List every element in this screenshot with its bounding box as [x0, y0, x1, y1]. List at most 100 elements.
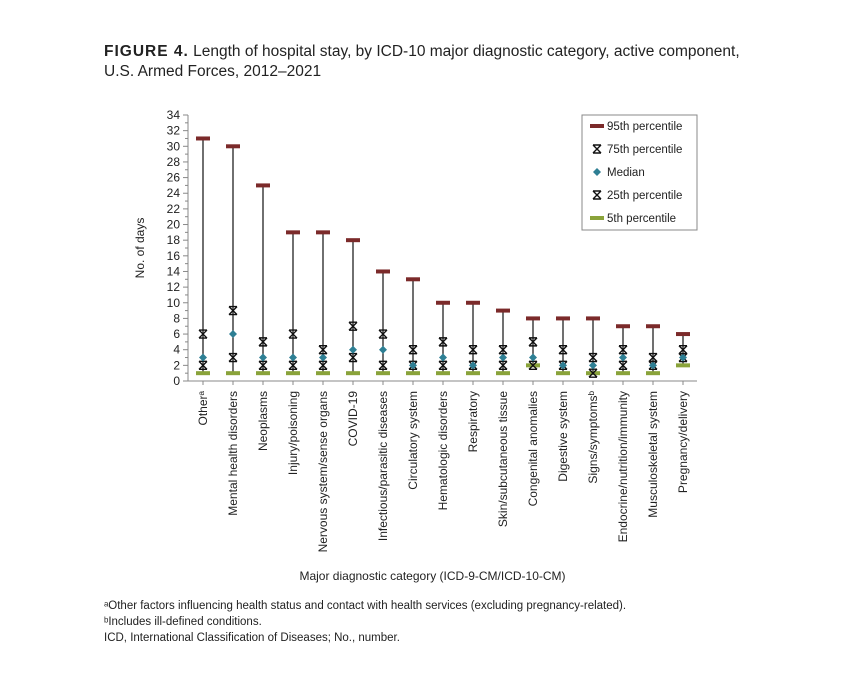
p75-marker: [228, 305, 238, 316]
p75-marker: [378, 329, 388, 339]
x-axis-label: Major diagnostic category (ICD-9-CM/ICD-…: [299, 569, 565, 583]
y-axis-label: No. of days: [133, 218, 147, 279]
p5-marker: [286, 371, 300, 376]
legend-label: Median: [607, 167, 645, 179]
median-marker: [679, 353, 687, 362]
p5-marker: [346, 371, 360, 376]
p95-marker: [256, 183, 270, 188]
p95-marker: [496, 308, 510, 313]
legend-label: 75th percentile: [607, 144, 682, 156]
p25-marker: [228, 352, 238, 363]
p95-marker: [316, 230, 330, 235]
p95-marker: [346, 238, 360, 243]
p75-marker: [558, 345, 568, 355]
p25-marker: [318, 360, 328, 371]
x-tick-label: Nervous system/sense organs: [316, 391, 330, 552]
y-tick-label: 8: [173, 311, 180, 325]
y-tick-label: 26: [167, 171, 181, 185]
median-marker: [439, 353, 447, 362]
p5-marker: [376, 371, 390, 376]
median-marker: [259, 353, 267, 362]
p5-marker: [406, 371, 420, 376]
legend-marker: [590, 124, 604, 128]
p95-marker: [676, 332, 690, 337]
p5-marker: [256, 371, 270, 376]
y-tick-label: 14: [167, 264, 181, 278]
figure-label: FIGURE 4.: [104, 43, 189, 60]
p5-marker: [616, 371, 630, 376]
legend-label: 95th percentile: [607, 121, 682, 133]
x-tick-label: Pregnancy/delivery: [676, 391, 690, 493]
median-marker: [619, 353, 627, 362]
p95-marker: [556, 316, 570, 321]
p95-marker: [436, 300, 450, 305]
p75-marker: [288, 329, 298, 339]
y-tick-label: 28: [167, 155, 181, 169]
p95-marker: [616, 324, 630, 329]
p75-marker: [618, 345, 628, 355]
y-tick-label: 4: [173, 343, 180, 357]
p5-marker: [676, 363, 690, 368]
p5-marker: [466, 371, 480, 376]
p25-marker: [288, 360, 298, 371]
p75-marker: [258, 337, 268, 347]
p25-marker: [258, 360, 268, 371]
x-tick-label: Infectious/parasitic diseases: [376, 391, 390, 541]
y-tick-label: 34: [167, 108, 181, 122]
footnote-a: ᵃOther factors influencing health status…: [104, 600, 627, 612]
y-tick-label: 22: [167, 202, 181, 216]
x-tick-label: Circulatory system: [406, 391, 420, 490]
median-marker: [589, 361, 597, 370]
p95-marker: [196, 136, 210, 141]
figure-title: FIGURE 4. Length of hospital stay, by IC…: [104, 42, 764, 82]
p75-marker: [678, 345, 688, 355]
figure-title-text: Length of hospital stay, by ICD-10 major…: [104, 43, 740, 80]
p5-marker: [226, 371, 240, 376]
y-tick-label: 16: [167, 249, 181, 263]
p75-marker: [468, 345, 478, 355]
y-tick-label: 20: [167, 218, 181, 232]
p95-marker: [226, 144, 240, 149]
y-tick-label: 0: [173, 374, 180, 388]
p95-marker: [466, 300, 480, 305]
x-tick-label: Hematologic disorders: [436, 391, 450, 510]
x-tick-label: Musculoskeletal system: [646, 391, 660, 518]
y-tick-label: 10: [167, 296, 181, 310]
p25-marker: [588, 368, 598, 378]
legend-label: 5th percentile: [607, 213, 676, 225]
y-tick-label: 24: [167, 186, 181, 200]
p95-marker: [526, 316, 540, 321]
y-tick-label: 18: [167, 233, 181, 247]
p5-marker: [496, 371, 510, 376]
y-tick-label: 12: [167, 280, 181, 294]
median-marker: [559, 361, 567, 370]
median-marker: [349, 345, 357, 354]
median-marker: [409, 361, 417, 370]
p95-marker: [376, 269, 390, 274]
median-marker: [649, 361, 657, 370]
p5-marker: [196, 371, 210, 376]
p25-marker: [618, 360, 628, 371]
x-tick-label: Signs/symptomsᵇ: [586, 391, 600, 484]
p95-marker: [646, 324, 660, 329]
legend-marker: [590, 216, 604, 220]
p25-marker: [378, 360, 388, 371]
x-tick-label: Endocrine/nutrition/immunity: [616, 391, 630, 542]
x-tick-label: Digestive system: [556, 391, 570, 482]
x-tick-label: Respiratory: [466, 391, 480, 452]
y-tick-label: 6: [173, 327, 180, 341]
p5-marker: [646, 371, 660, 376]
p25-marker: [498, 360, 508, 371]
y-tick-label: 30: [167, 139, 181, 153]
p75-marker: [588, 352, 598, 363]
p75-marker: [528, 337, 538, 347]
y-tick-label: 32: [167, 124, 181, 138]
p75-marker: [198, 329, 208, 339]
x-tick-label: Skin/subcutaneous tissue: [496, 391, 510, 527]
p95-marker: [586, 316, 600, 321]
p5-marker: [436, 371, 450, 376]
p25-marker: [528, 360, 538, 371]
median-marker: [529, 353, 537, 362]
y-tick-label: 2: [173, 358, 180, 372]
